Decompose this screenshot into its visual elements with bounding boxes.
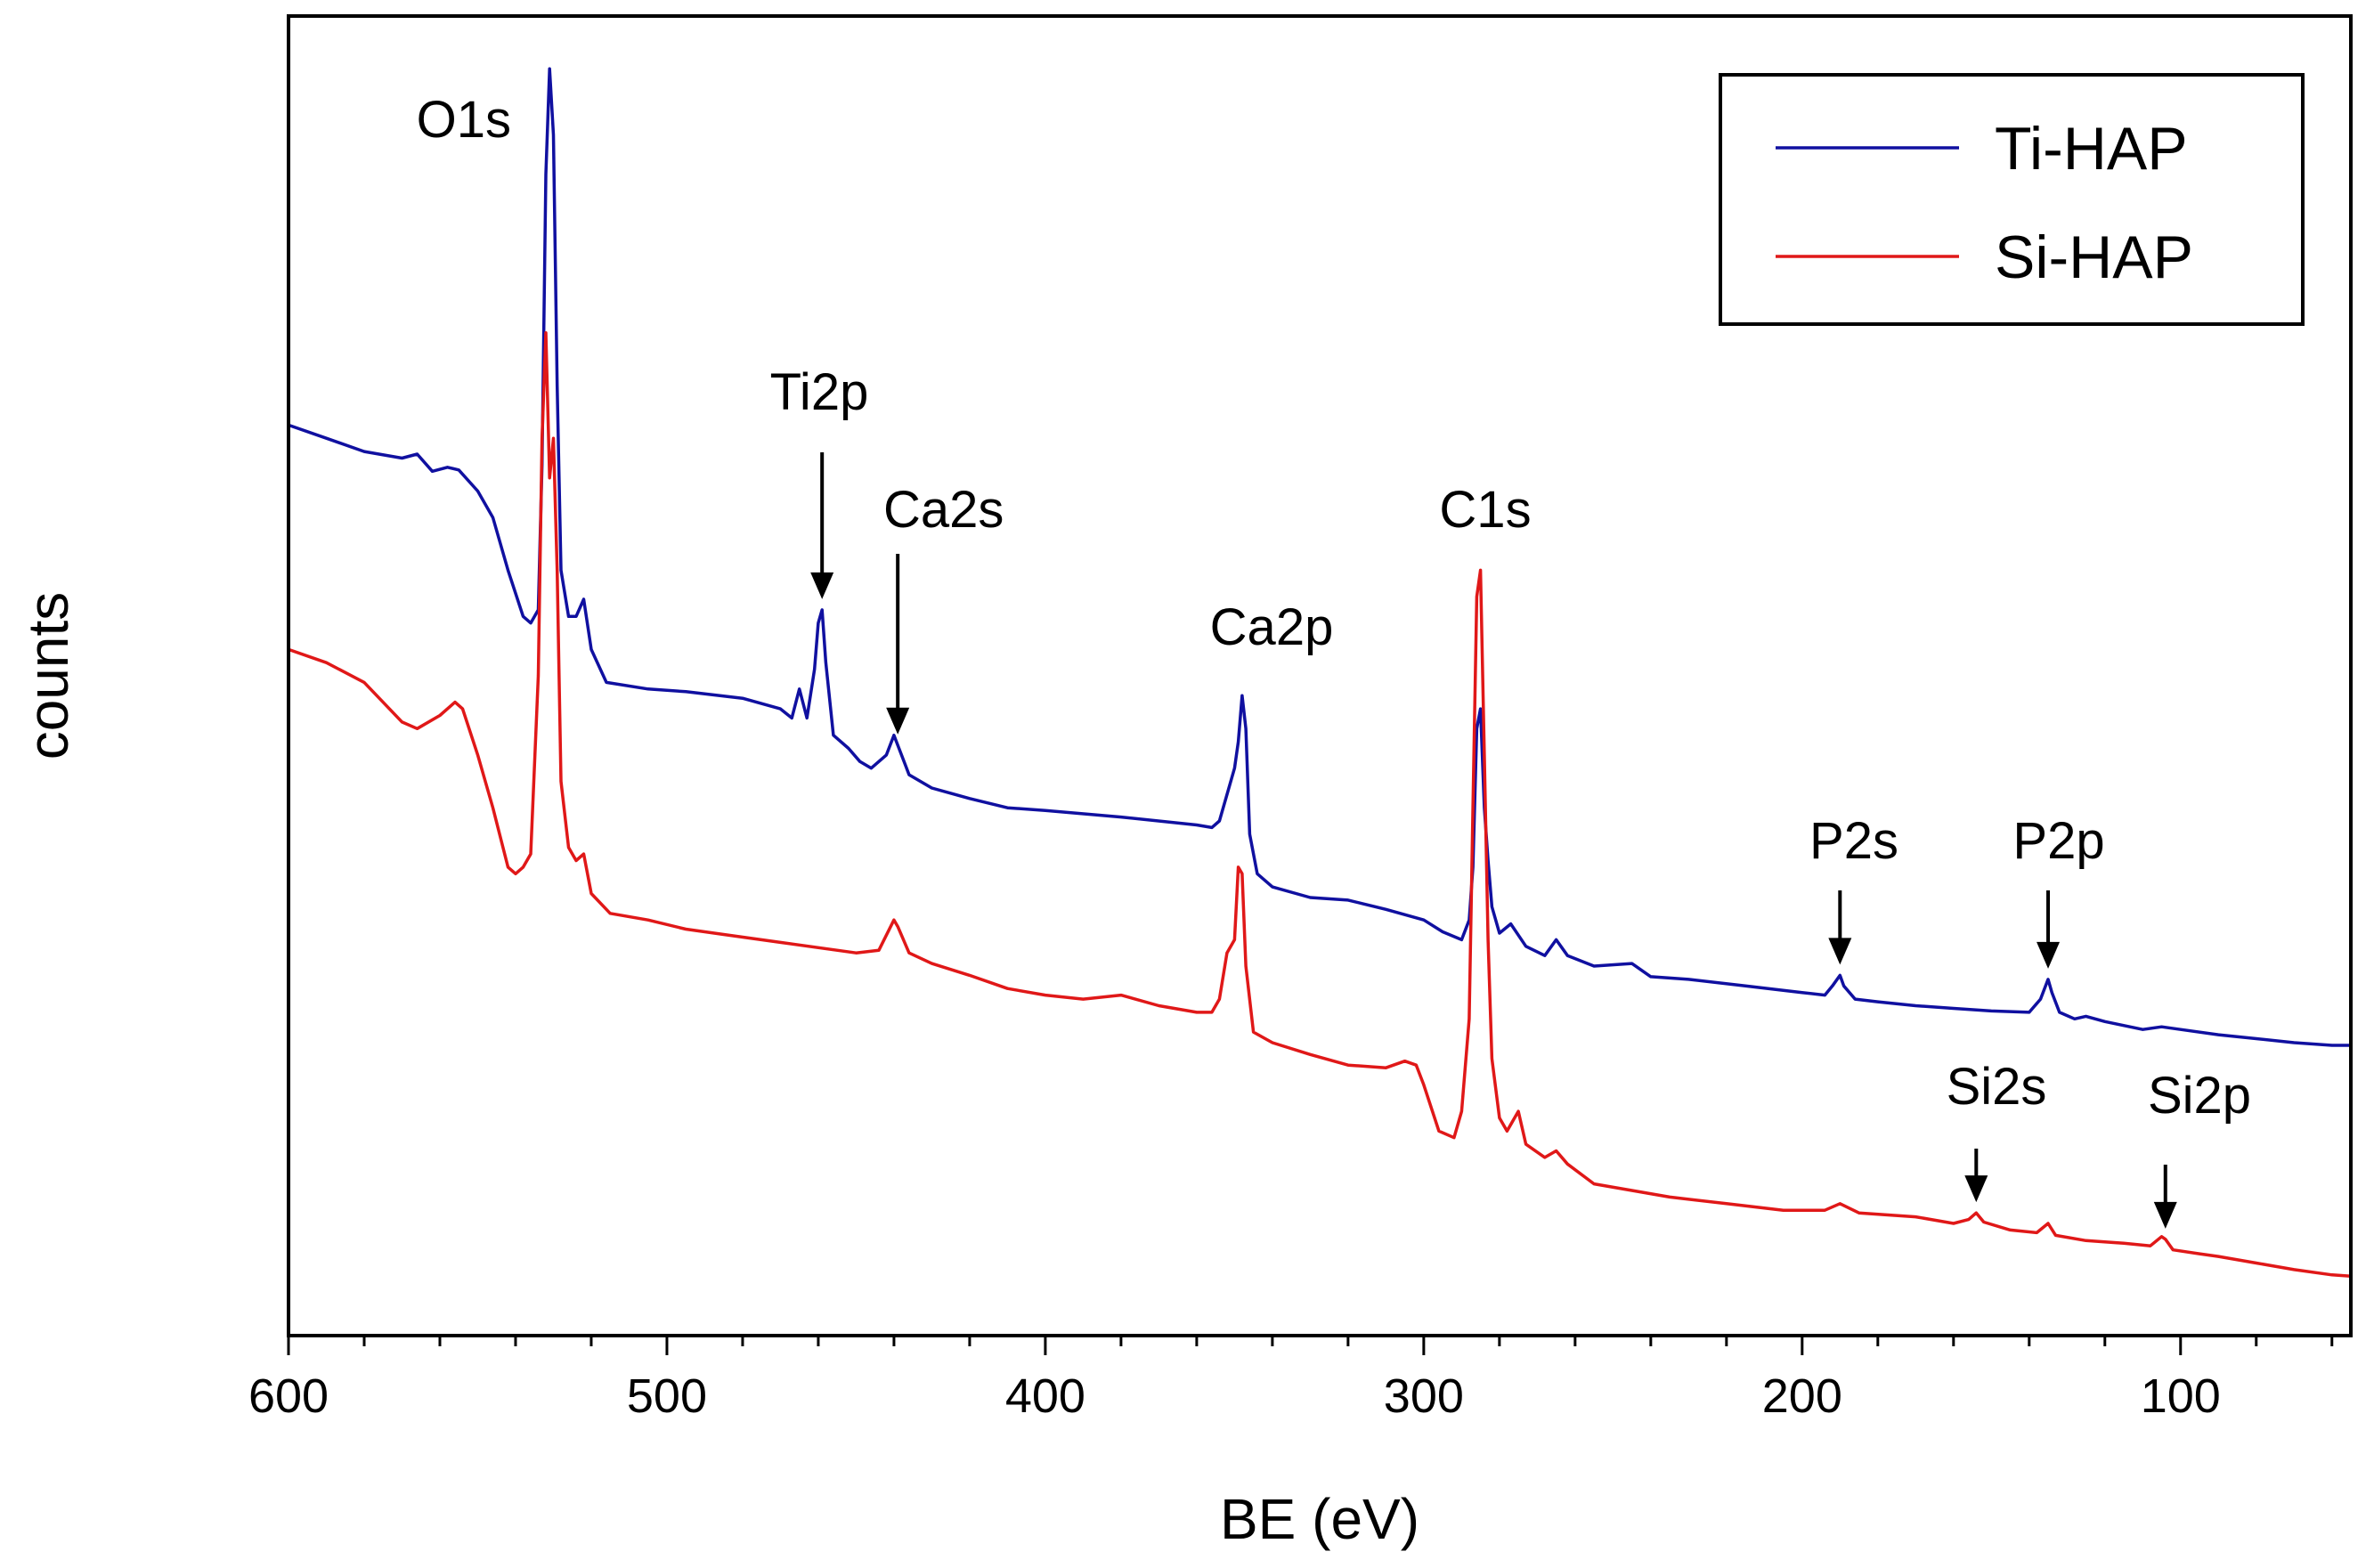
x-axis-label: BE (eV)	[1220, 1487, 1419, 1551]
plot-frame	[287, 14, 2353, 1337]
x-axis-ticks: 600 500 400 300 200 100	[248, 1336, 2334, 1423]
legend: Ti-HAP Si-HAP	[1719, 73, 2305, 326]
series-layer	[288, 67, 2352, 1279]
annotation-label-p2p: P2p	[2012, 812, 2104, 870]
annotation-label-si2s: Si2s	[1947, 1058, 2047, 1116]
peak-annotations: O1s Ti2p Ca2s Ca2p C1s P2s P2p Si2s Si2p	[417, 91, 2251, 1229]
series-line-ti-hap	[288, 67, 2351, 1047]
x-tick-label: 600	[248, 1369, 329, 1423]
annotation-arrow-head-si2s	[1964, 1175, 1988, 1203]
annotation-label-o1s: O1s	[417, 91, 511, 149]
annotation-arrow-head-si2p	[2153, 1201, 2177, 1229]
x-tick-label: 200	[1762, 1369, 1842, 1423]
x-tick-label: 400	[1005, 1369, 1085, 1423]
annotation-label-c1s: C1s	[1439, 481, 1531, 539]
annotation-arrow-head-ti2p	[810, 572, 834, 599]
annotation-arrow-head-p2p	[2037, 941, 2061, 969]
x-tick-label: 500	[627, 1369, 707, 1423]
legend-box	[1719, 73, 2305, 326]
annotation-arrow-head-p2s	[1828, 938, 1852, 965]
annotation-label-ca2p: Ca2p	[1210, 598, 1334, 656]
legend-label-ti-hap: Ti-HAP	[1995, 115, 2188, 183]
series-line-si-hap	[288, 330, 2352, 1279]
annotation-label-p2s: P2s	[1809, 812, 1898, 870]
annotation-label-ti2p: Ti2p	[770, 363, 869, 421]
y-axis-label: counts	[16, 592, 80, 760]
annotation-arrow-head-ca2s	[886, 707, 910, 735]
annotation-label-ca2s: Ca2s	[883, 481, 1004, 539]
annotation-label-si2p: Si2p	[2148, 1067, 2251, 1125]
x-tick-label: 300	[1384, 1369, 1464, 1423]
x-tick-label: 100	[2141, 1369, 2221, 1423]
legend-label-si-hap: Si-HAP	[1995, 223, 2193, 291]
